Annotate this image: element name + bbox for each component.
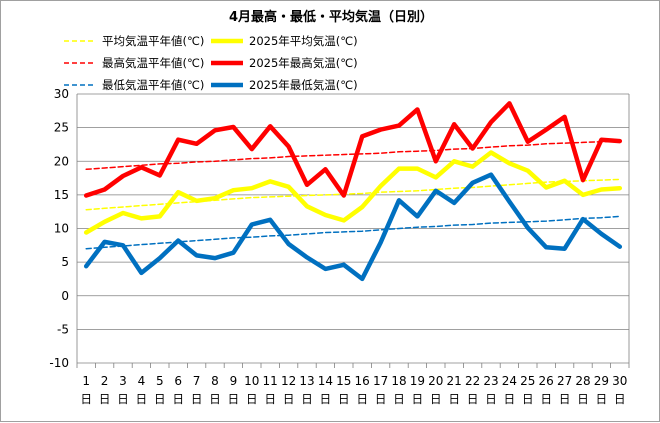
y-tick-label: 30 <box>54 87 69 101</box>
legend: 平均気温平年値(℃) 2025年平均気温(℃) 最高気温平年値(℃) 2025年最高気… <box>64 34 358 92</box>
x-tick-label: 26 <box>539 374 554 388</box>
x-tick-label: 13 <box>299 374 314 388</box>
x-tick-unit: 日 <box>448 392 460 406</box>
x-tick-unit: 日 <box>540 392 552 406</box>
x-tick-unit: 日 <box>596 392 608 406</box>
x-tick-label: 21 <box>447 374 462 388</box>
x-tick-unit: 日 <box>338 392 350 406</box>
x-tick-label: 14 <box>318 374 333 388</box>
x-tick-unit: 日 <box>577 392 589 406</box>
x-tick-unit: 日 <box>356 392 368 406</box>
x-tick-label: 27 <box>557 374 572 388</box>
x-tick-label: 17 <box>373 374 388 388</box>
y-tick-label: 10 <box>54 222 69 236</box>
x-tick-unit: 日 <box>99 392 111 406</box>
x-tick-unit: 日 <box>412 392 424 406</box>
gridlines <box>76 93 630 364</box>
x-tick-unit: 日 <box>191 392 203 406</box>
y-tick-label: -5 <box>57 322 69 336</box>
x-tick-label: 29 <box>594 374 609 388</box>
x-tick-unit: 日 <box>504 392 516 406</box>
legend-label: 2025年最低気温(℃) <box>249 78 358 92</box>
x-tick-unit: 日 <box>393 392 405 406</box>
x-tick-label: 5 <box>156 374 164 388</box>
series-line-0070c0 <box>83 172 623 282</box>
legend-label: 2025年最高気温(℃) <box>249 56 358 70</box>
x-tick-label: 7 <box>193 374 201 388</box>
series-lines <box>83 101 623 282</box>
x-tick-unit: 日 <box>522 392 534 406</box>
normal-line-ffff00 <box>85 178 621 211</box>
x-tick-label: 23 <box>483 374 498 388</box>
normal-line-ff0000 <box>85 140 621 171</box>
x-tick-unit: 日 <box>283 392 295 406</box>
legend-label: 最低気温平年値(℃) <box>102 78 204 92</box>
legend-label: 2025年平均気温(℃) <box>249 34 358 48</box>
y-tick-label: 15 <box>54 188 69 202</box>
y-tick-label: 20 <box>54 154 69 168</box>
x-tick-unit: 日 <box>117 392 129 406</box>
x-tick-label: 19 <box>410 374 425 388</box>
x-tick-unit: 日 <box>80 392 92 406</box>
x-tick-unit: 日 <box>614 392 626 406</box>
x-tick-label: 24 <box>502 374 517 388</box>
x-tick-label: 8 <box>211 374 219 388</box>
x-tick-unit: 日 <box>375 392 387 406</box>
normal-line-0070c0 <box>85 215 621 250</box>
x-tick-label: 10 <box>244 374 259 388</box>
legend-label: 平均気温平年値(℃) <box>102 34 204 48</box>
x-tick-unit: 日 <box>467 392 479 406</box>
x-tick-label: 9 <box>230 374 238 388</box>
x-tick-label: 15 <box>336 374 351 388</box>
x-tick-unit: 日 <box>264 392 276 406</box>
x-tick-label: 3 <box>119 374 127 388</box>
x-tick-label: 6 <box>174 374 182 388</box>
x-tick-unit: 日 <box>559 392 571 406</box>
x-tick-label: 22 <box>465 374 480 388</box>
x-tick-label: 2 <box>101 374 109 388</box>
x-tick-unit: 日 <box>430 392 442 406</box>
x-tick-unit: 日 <box>320 392 332 406</box>
x-tick-label: 12 <box>281 374 296 388</box>
x-tick-label: 16 <box>355 374 370 388</box>
y-tick-label: 5 <box>61 255 69 269</box>
x-tick-unit: 日 <box>172 392 184 406</box>
series-line-ff0000 <box>83 101 623 198</box>
y-axis: -10 -5 0 5 10 15 20 25 30 <box>49 87 69 370</box>
series-line-ffff00 <box>83 150 623 235</box>
x-tick-unit: 日 <box>136 392 148 406</box>
x-tick-label: 30 <box>612 374 627 388</box>
x-tick-label: 11 <box>263 374 278 388</box>
x-tick-label: 18 <box>391 374 406 388</box>
chart-title: 4月最高・最低・平均気温（日別） <box>229 9 433 25</box>
x-tick-unit: 日 <box>154 392 166 406</box>
x-tick-label: 28 <box>575 374 590 388</box>
x-tick-label: 20 <box>428 374 443 388</box>
x-tick-unit: 日 <box>301 392 313 406</box>
y-tick-label: -10 <box>49 356 69 370</box>
x-axis: 1日2日3日4日5日6日7日8日9日10日11日12日13日14日15日16日1… <box>76 363 630 406</box>
x-tick-unit: 日 <box>228 392 240 406</box>
x-tick-label: 25 <box>520 374 535 388</box>
legend-label: 最高気温平年値(℃) <box>102 56 204 70</box>
y-tick-label: 0 <box>61 289 69 303</box>
x-tick-unit: 日 <box>209 392 221 406</box>
x-tick-label: 4 <box>138 374 146 388</box>
y-tick-label: 25 <box>54 121 69 135</box>
x-tick-label: 1 <box>82 374 90 388</box>
x-tick-unit: 日 <box>485 392 497 406</box>
x-tick-unit: 日 <box>246 392 258 406</box>
